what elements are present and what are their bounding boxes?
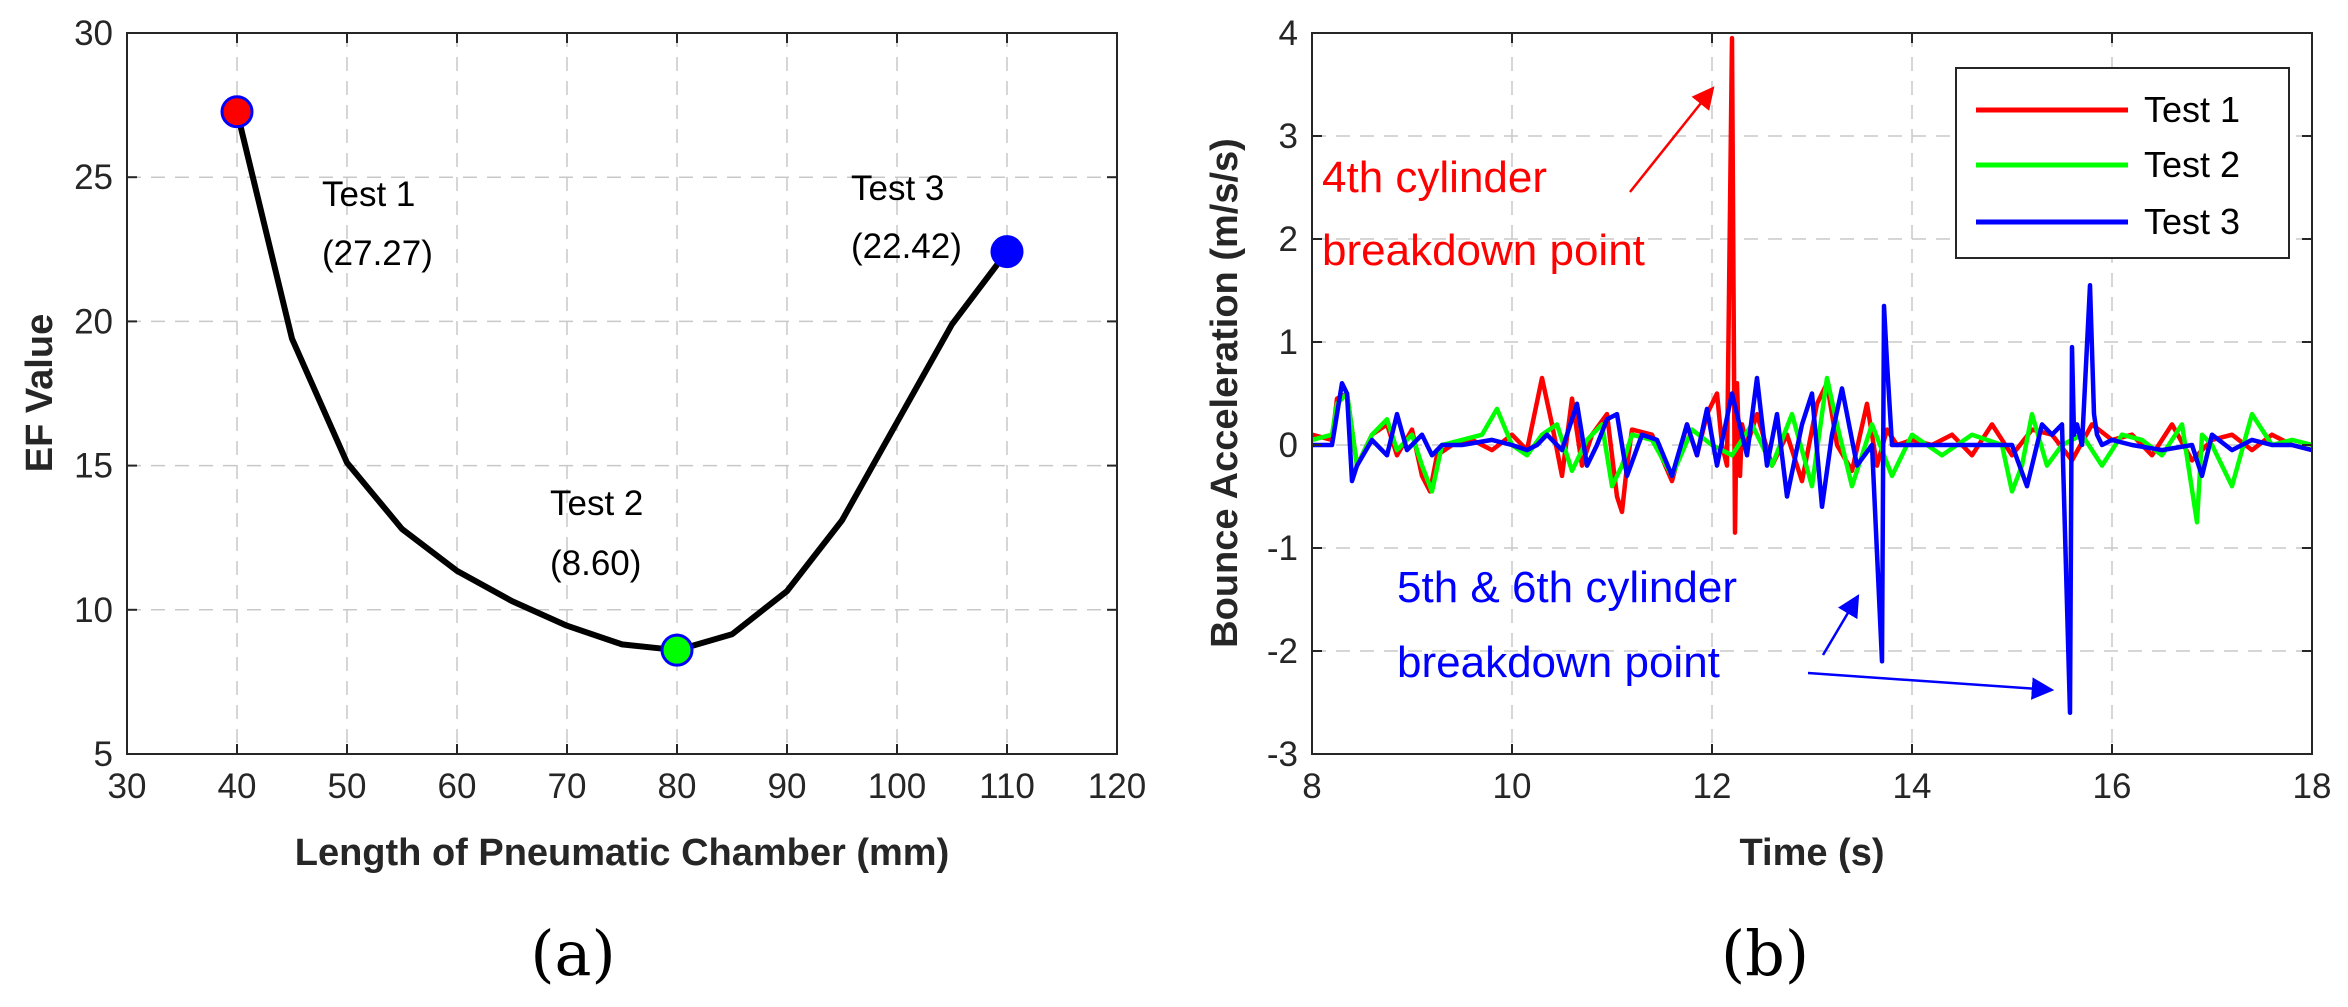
panel-b-series xyxy=(1312,35,2312,716)
test2-value: (8.60) xyxy=(550,544,641,583)
y-tick-label: 15 xyxy=(74,447,113,486)
y-tick-label: 4 xyxy=(1279,14,1298,53)
x-tick-label: 100 xyxy=(868,767,926,806)
x-tick-label: 120 xyxy=(1088,767,1146,806)
y-tick-label: 0 xyxy=(1279,426,1298,465)
x-tick-label: 14 xyxy=(1893,767,1932,806)
panel-a-label: (a) xyxy=(530,917,615,990)
x-tick-label: 50 xyxy=(328,767,367,806)
sixth-cylinder-arrow xyxy=(1807,671,2055,700)
panel-b-axes-box xyxy=(1311,32,2313,755)
x-tick-label: 8 xyxy=(1302,767,1321,806)
x-tick-label: 30 xyxy=(108,767,147,806)
x-tick-label: 80 xyxy=(658,767,697,806)
legend-label-test3: Test 3 xyxy=(2144,201,2240,242)
x-tick-label: 90 xyxy=(768,767,807,806)
legend-label-test1: Test 1 xyxy=(2144,89,2240,130)
panel-b-y-axis-label: Bounce Acceleration (m/s/s) xyxy=(1204,138,1246,648)
test3-label: Test 3 xyxy=(851,169,944,208)
x-tick-label: 40 xyxy=(218,767,257,806)
panel-b-annotations: 4th cylinder breakdown point 5th & 6th c… xyxy=(1322,86,2055,700)
y-tick-label: 5 xyxy=(94,735,113,774)
panel-a-ticks: 30 40 50 60 70 80 90 100 110 120 5 10 15 20 25 30 xyxy=(74,14,1146,806)
panel-b-legend: Test 1 Test 2 Test 3 xyxy=(1955,67,2290,259)
test3-value: (22.42) xyxy=(851,227,962,266)
panel-b-x-axis-label: Time (s) xyxy=(1739,832,1884,874)
y-tick-label: 25 xyxy=(74,158,113,197)
x-tick-label: 18 xyxy=(2293,767,2332,806)
x-tick-label: 110 xyxy=(979,767,1035,806)
y-tick-label: -3 xyxy=(1267,735,1298,774)
fifth-sixth-cylinder-note-line1: 5th & 6th cylinder xyxy=(1397,563,1737,612)
y-tick-label: 3 xyxy=(1279,117,1298,156)
series-line-test-3 xyxy=(1312,283,2312,716)
panel-a-markers xyxy=(220,95,1024,667)
panel-a-annotations: Test 1 (27.27) Test 2 (8.60) Test 3 (22.… xyxy=(322,169,962,583)
x-tick-label: 12 xyxy=(1693,767,1732,806)
fifth-cylinder-arrow xyxy=(1821,594,1860,656)
fourth-cylinder-note-line2: breakdown point xyxy=(1322,226,1645,275)
fifth-sixth-cylinder-note-line2: breakdown point xyxy=(1397,638,1720,687)
x-tick-label: 10 xyxy=(1493,767,1532,806)
y-tick-label: -1 xyxy=(1267,529,1298,568)
x-tick-label: 70 xyxy=(548,767,587,806)
test1-value: (27.27) xyxy=(322,234,433,273)
series-line-ef-curve xyxy=(234,108,1010,654)
legend-label-test2: Test 2 xyxy=(2144,144,2240,185)
data-point-marker-1 xyxy=(220,95,254,129)
panel-b-label: (b) xyxy=(1721,917,1809,990)
x-tick-label: 16 xyxy=(2093,767,2132,806)
y-tick-label: 10 xyxy=(74,591,113,630)
panel-a-y-axis-label: EF Value xyxy=(19,314,61,472)
data-point-marker-3 xyxy=(990,235,1024,269)
test2-label: Test 2 xyxy=(550,484,643,523)
fourth-cylinder-note-line1: 4th cylinder xyxy=(1322,153,1547,202)
y-tick-label: -2 xyxy=(1267,632,1298,671)
x-tick-label: 60 xyxy=(438,767,477,806)
y-tick-label: 1 xyxy=(1279,323,1298,362)
series-line-test-2 xyxy=(1312,375,2312,525)
panel-a-axes-box xyxy=(126,32,1118,755)
panel-a-x-axis-label: Length of Pneumatic Chamber (mm) xyxy=(295,832,950,874)
y-tick-label: 30 xyxy=(74,14,113,53)
data-point-marker-2 xyxy=(660,633,694,667)
panel-a-series xyxy=(234,108,1010,654)
fourth-cylinder-arrow xyxy=(1629,86,1715,193)
test1-label: Test 1 xyxy=(322,175,415,214)
panel-a-line-chart: 30 40 50 60 70 80 90 100 110 120 5 10 15 20 25 30 Test … xyxy=(19,14,1146,990)
y-tick-label: 2 xyxy=(1279,220,1298,259)
panel-a-plot-background xyxy=(127,33,1117,754)
y-tick-label: 20 xyxy=(74,302,113,341)
